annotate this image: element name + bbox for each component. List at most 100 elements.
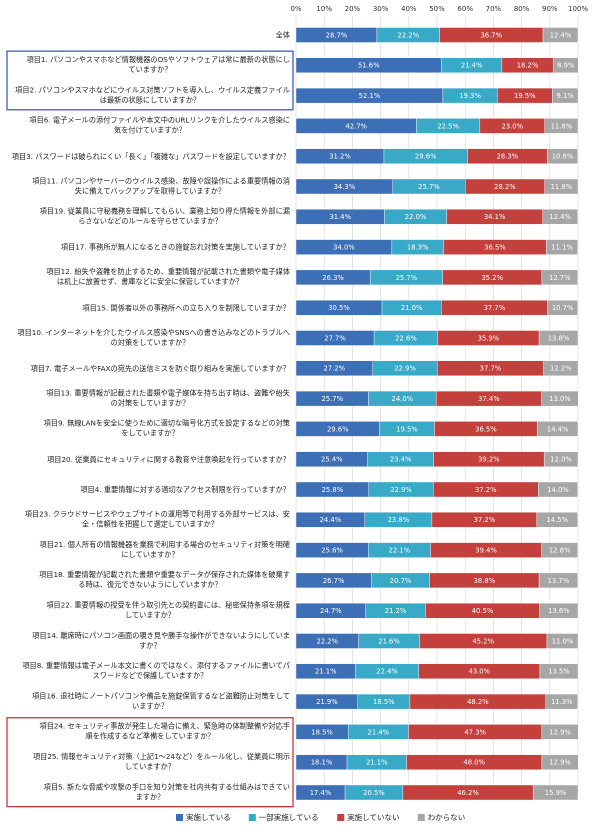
row-label-line: 項目12. 紛失や盗難を防止するため、重要情報が記載された書類や電子媒体 [46,267,290,276]
row-label: 項目2. パソコンやスマホなどにウイルス対策ソフトを導入し、ウイルス定義ファイル… [15,85,290,104]
data-label: 22.4% [376,668,398,676]
data-label: 48.0% [463,759,485,767]
x-tick-label: 60% [457,5,473,13]
highlight-box [6,50,294,111]
row-label: 項目24. セキュリティ事故が発生した場合に備え、緊急時の体制整備や対応手順を作… [40,722,290,741]
row-label-line: 項目8. 重要情報は電子メール本文に書くのではなく、添付するファイルに書いてパ [22,661,290,670]
data-label: 11.8% [551,183,573,191]
data-label: 22.2% [397,31,419,39]
legend-swatch [248,814,256,821]
row-label-line: 順を作成するなど準備をしていますか？ [85,732,214,741]
data-label: 21.0% [401,304,423,312]
bar-segment [542,209,578,225]
row-label-line: 項目19. 従業員に守秘義務を理解してもらい、業務上知り得た情報を外部に漏 [40,207,290,216]
bar-segment [538,572,578,589]
row-label-line: にしていますか？ [121,550,178,559]
data-label: 39.2% [478,456,500,464]
data-label: 38.8% [474,577,496,585]
legend-swatch [176,814,183,821]
data-label: 22.9% [394,365,416,373]
data-label: 51.6% [358,62,380,70]
data-label: 28.2% [494,183,516,191]
data-label: 23.4% [390,456,412,464]
data-label: 34.3% [334,183,356,191]
x-tick-label: 100% [568,5,588,13]
row-label-line: いますか？ [132,701,168,710]
data-label: 14.0% [547,486,569,494]
highlight-boxes [6,50,294,808]
data-label: 24.7% [320,607,342,615]
row-label: 項目3. パスワードは破られにくい「長く」「複雑な」パスワードを設定していますか… [12,152,290,161]
data-label: 22.0% [405,213,427,221]
row-label-line: る時は、復元できないようにしていますか？ [78,580,221,589]
data-label: 18.3% [407,244,429,252]
data-label: 22.2% [317,637,339,645]
row-label: 全体 [276,31,290,40]
data-label: 14.4% [547,425,569,433]
data-label: 21.2% [385,607,407,615]
bar-segment [541,269,578,286]
data-label: 27.7% [324,334,346,342]
data-label: 15.9% [545,789,567,797]
bar-segment [552,57,579,73]
data-label: 10.7% [552,304,574,312]
data-label: 20.7% [390,577,412,585]
data-label: 12.4% [550,31,572,39]
legend-label: わからない [428,813,466,822]
row-label-line: は机上に放置せず、書庫などに安全に保管していますか？ [57,277,243,286]
row-label-line: の対策をしていますか？ [111,338,190,347]
data-label: 12.0% [550,456,572,464]
data-label: 39.4% [475,547,497,555]
row-label: 項目13. 重要情報が記載された書類や電子媒体を持ち出す時は、盗難や紛失の対策を… [46,388,290,407]
data-label: 25.4% [321,456,343,464]
x-tick-label: 80% [514,5,530,13]
data-label: 13.0% [549,395,571,403]
bar-segment [538,481,578,498]
data-label: 12.2% [550,365,572,373]
row-label: 項目1. パソコンやスマホなど情報機器のOSやソフトウェアは常に最新の状態にして… [26,55,290,74]
data-label: 24.4% [320,516,342,524]
data-label: 19.5% [396,425,418,433]
data-label: 18.5% [311,728,333,736]
highlight-box [6,717,294,808]
data-label: 37.4% [478,395,500,403]
data-label: 25.6% [321,547,343,555]
bar-segment [537,421,579,437]
bar-segment [546,633,579,649]
data-label: 36.5% [475,425,497,433]
data-label: 25.7% [418,183,440,191]
row-label-line: していますか？ [125,611,175,620]
row-label-line: 気を付けていますか？ [114,126,186,135]
row-label: 項目20. 従業員にセキュリティに関する教育や注意喚起を行っていますか？ [47,455,290,464]
row-label-line: 全・信頼性を把握して選定していますか？ [82,520,218,529]
data-label: 21.6% [378,637,400,645]
bars: 28.7% 22.2% 36.7% 12.4% 51.6% 21.4% 18.2% 8.9% 5… [295,27,579,801]
data-label: 47.3% [464,728,486,736]
data-label: 14.5% [546,516,568,524]
data-label: 13.6% [548,607,570,615]
bar-segment [552,87,579,104]
data-label: 48.2% [467,698,489,706]
bar-segment [545,693,578,710]
bar-segment [539,603,579,619]
row-label-line: 項目22. 重要情報の授受を伴う取引先との契約書には、秘密保持条項を規程 [46,601,290,610]
data-label: 25.8% [322,486,344,494]
data-label: 13.8% [548,334,570,342]
data-label: 11.3% [551,698,573,706]
row-label: 項目22. 重要情報の授受を伴う取引先との契約書には、秘密保持条項を規程していま… [46,601,290,620]
row-label-line: 項目1. パソコンやスマホなど情報機器のOSやソフトウェアは常に最新の状態にし [26,55,290,64]
data-label: 11.1% [551,244,573,252]
data-label: 37.2% [474,516,496,524]
data-label: 10.8% [552,153,574,161]
data-label: 11.8% [551,122,573,130]
data-label: 20.5% [363,789,385,797]
data-label: 18.5% [373,698,395,706]
bar-segment [543,360,579,376]
data-label: 37.2% [475,486,497,494]
data-label: 43.0% [469,668,491,676]
bar-segment [539,663,579,679]
data-label: 22.9% [390,486,412,494]
x-tick-label: 30% [373,5,389,13]
bar-segment [536,512,578,528]
data-label: 35.9% [478,334,500,342]
